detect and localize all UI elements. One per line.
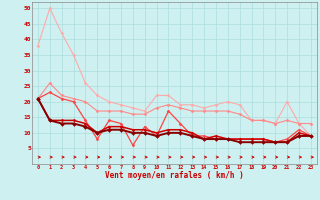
X-axis label: Vent moyen/en rafales ( km/h ): Vent moyen/en rafales ( km/h )	[105, 171, 244, 180]
